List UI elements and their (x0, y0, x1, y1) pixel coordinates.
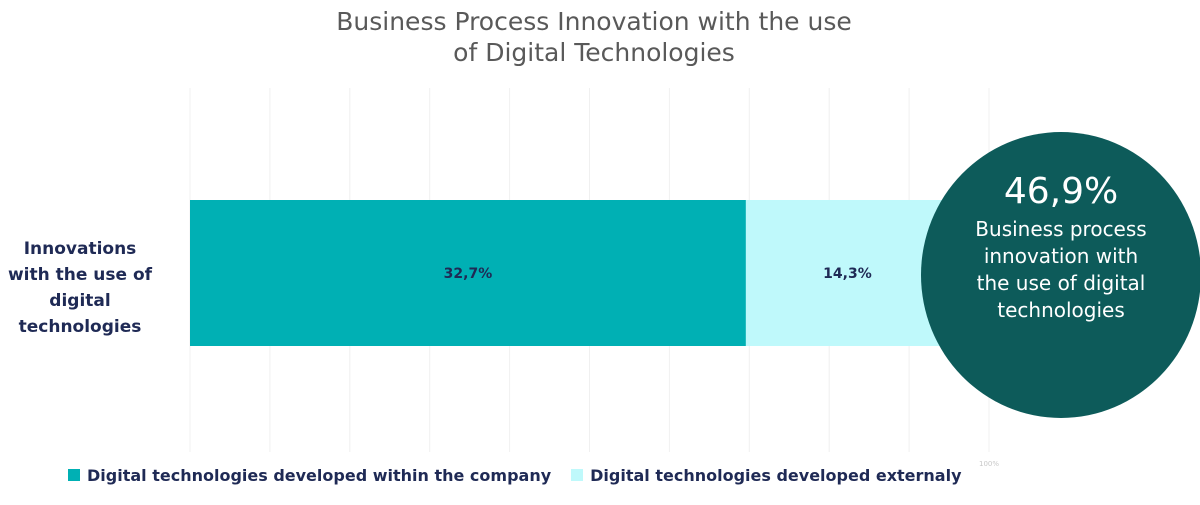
bar-value-label-external: 14,3% (823, 266, 872, 282)
chart-title: Business Process Innovation with the use… (0, 6, 1188, 68)
legend-item-external: Digital technologies developed externaly (571, 465, 962, 485)
total-badge: 46,9% Business process innovation with t… (921, 132, 1200, 418)
legend-swatch-internal (68, 469, 80, 481)
legend-swatch-external (571, 469, 584, 481)
chart-title-line-2: of Digital Technologies (453, 38, 735, 67)
total-badge-value: 46,9% (1003, 171, 1119, 212)
bar-value-label-internal: 32,7% (443, 266, 493, 282)
legend-label-internal: Digital technologies developed within th… (87, 465, 552, 485)
legend-item-internal: Digital technologies developed within th… (68, 466, 551, 485)
bar-segment-internal (190, 200, 746, 346)
legend-label-external: Digital technologies developed externaly (590, 465, 962, 485)
category-label: Innovations with the use of digital tech… (7, 239, 153, 337)
chart-title-line-1: Business Process Innovation with the use (336, 7, 852, 36)
legend: Digital technologies developed within th… (68, 463, 982, 487)
total-badge-text: Business process innovation with the use… (975, 217, 1147, 322)
x-axis-tick-label: 100% (979, 460, 1000, 468)
